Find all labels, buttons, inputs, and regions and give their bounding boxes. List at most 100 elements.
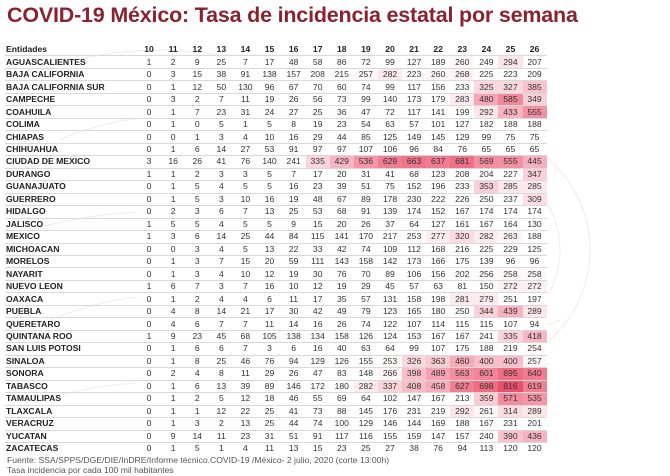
incidence-cell: 116 [353,429,378,443]
incidence-cell: 309 [522,192,547,206]
incidence-cell: 74 [305,417,330,431]
incidence-cell: 14 [209,304,234,318]
incidence-cell: 1 [161,442,186,455]
incidence-cell: 258 [498,267,523,281]
incidence-cell: 400 [498,354,523,368]
incidence-cell: 76 [426,442,451,455]
incidence-cell: 663 [402,155,427,169]
incidence-cell: 536 [353,155,378,169]
incidence-cell: 146 [377,417,403,431]
incidence-cell: 4 [209,267,234,281]
incidence-cell: 1 [185,404,210,418]
incidence-cell: 157 [281,67,306,81]
incidence-cell: 215 [329,67,354,81]
incidence-cell: 166 [426,254,451,268]
incidence-cell: 1 [161,192,186,206]
incidence-cell: 5 [257,167,282,181]
incidence-cell: 256 [474,267,499,281]
week-label: 23 [457,44,468,55]
incidence-cell: 158 [353,254,378,268]
state-name: PUEBLA [5,304,137,318]
incidence-cell: 563 [450,367,475,381]
incidence-cell: 58 [305,55,330,69]
incidence-cell: 146 [281,379,306,393]
week-label: 12 [192,44,203,55]
incidence-cell: 460 [450,354,475,368]
incidence-cell: 285 [498,180,523,194]
week-label: 21 [409,44,419,55]
incidence-cell: 188 [522,230,547,243]
incidence-cell: 8 [185,354,210,368]
incidence-cell: 3 [161,92,186,106]
state-row: SAN LUIS POTOSI 0 1 6 6 7 3 6 16 40 63 64 99 107 175 18… [5,342,547,356]
week-label: 15 [264,44,275,55]
incidence-cell: 2 [209,417,234,431]
incidence-cell: 445 [522,155,547,169]
incidence-cell: 289 [522,304,547,318]
incidence-cell: 695 [498,367,523,381]
incidence-cell: 9 [185,55,210,69]
incidence-cell: 4 [161,317,186,331]
incidence-cell: 129 [305,354,330,368]
incidence-cell: 156 [426,267,451,281]
state-row: MEXICO 1 3 6 14 25 44 84 115 141 170 217 253 277 320 28… [5,230,547,243]
incidence-cell: 97 [305,142,330,156]
incidence-cell: 3 [161,230,186,243]
incidence-cell: 347 [522,167,547,181]
incidence-cell: 6 [209,342,234,356]
incidence-cell: 4 [209,292,234,306]
incidence-cell: 117 [402,105,427,119]
incidence-cell: 19 [281,192,306,206]
incidence-cell: 601 [474,367,499,381]
state-row: CIUDAD DE MEXICO 3 16 26 41 76 140 241 335 429 536… [5,155,547,169]
incidence-cell: 279 [474,292,499,306]
week-label: 11 [168,44,178,55]
incidence-cell: 3 [137,155,162,169]
incidence-cell: 233 [450,80,475,94]
incidence-cell: 1 [161,417,186,431]
incidence-cell: 1 [161,267,186,281]
incidence-cell: 6 [185,342,210,356]
incidence-cell: 1 [233,117,258,131]
incidence-cell: 3 [209,167,234,181]
incidence-cell: 189 [426,55,451,69]
incidence-cell: 439 [498,304,523,318]
state-name: QUERETARO [5,317,137,331]
incidence-cell: 223 [498,67,523,81]
state-name: GUANAJUATO [5,180,137,194]
incidence-cell: 175 [450,342,475,356]
incidence-cell: 173 [402,254,427,268]
incidence-cell: 226 [450,192,475,206]
incidence-cell: 1 [161,180,186,194]
incidence-cell: 140 [377,92,403,106]
incidence-cell: 7 [209,254,234,268]
incidence-cell: 555 [498,155,523,169]
incidence-cell: 144 [402,417,427,431]
incidence-cell: 230 [402,192,427,206]
incidence-cell: 117 [402,80,427,94]
incidence-cell: 126 [353,329,378,343]
incidence-cell: 0 [137,392,162,406]
incidence-cell: 48 [305,192,330,206]
incidence-cell: 67 [329,192,354,206]
incidence-cell: 10 [233,192,258,206]
incidence-cell: 1 [161,254,186,268]
incidence-cell: 44 [281,417,306,431]
incidence-cell: 25 [257,404,282,418]
incidence-cell: 106 [377,142,403,156]
incidence-cell: 0 [137,130,162,144]
incidence-cell: 3 [257,342,282,356]
incidence-cell: 6 [185,317,210,331]
state-name: QUINTANA ROO [5,329,137,343]
week-label: 10 [144,44,154,55]
incidence-cell: 8 [185,304,210,318]
state-row: MORELOS 0 1 3 7 15 20 59 111 143 158 142 173 166 175 13… [5,254,547,268]
incidence-cell: 36 [329,105,354,119]
incidence-cell: 134 [305,329,330,343]
state-name: VERACRUZ [5,417,137,431]
incidence-cell: 180 [426,304,451,318]
incidence-cell: 30 [281,304,306,318]
incidence-cell: 15 [305,217,330,231]
incidence-cell: 335 [305,155,330,169]
incidence-cell: 4 [209,242,234,256]
